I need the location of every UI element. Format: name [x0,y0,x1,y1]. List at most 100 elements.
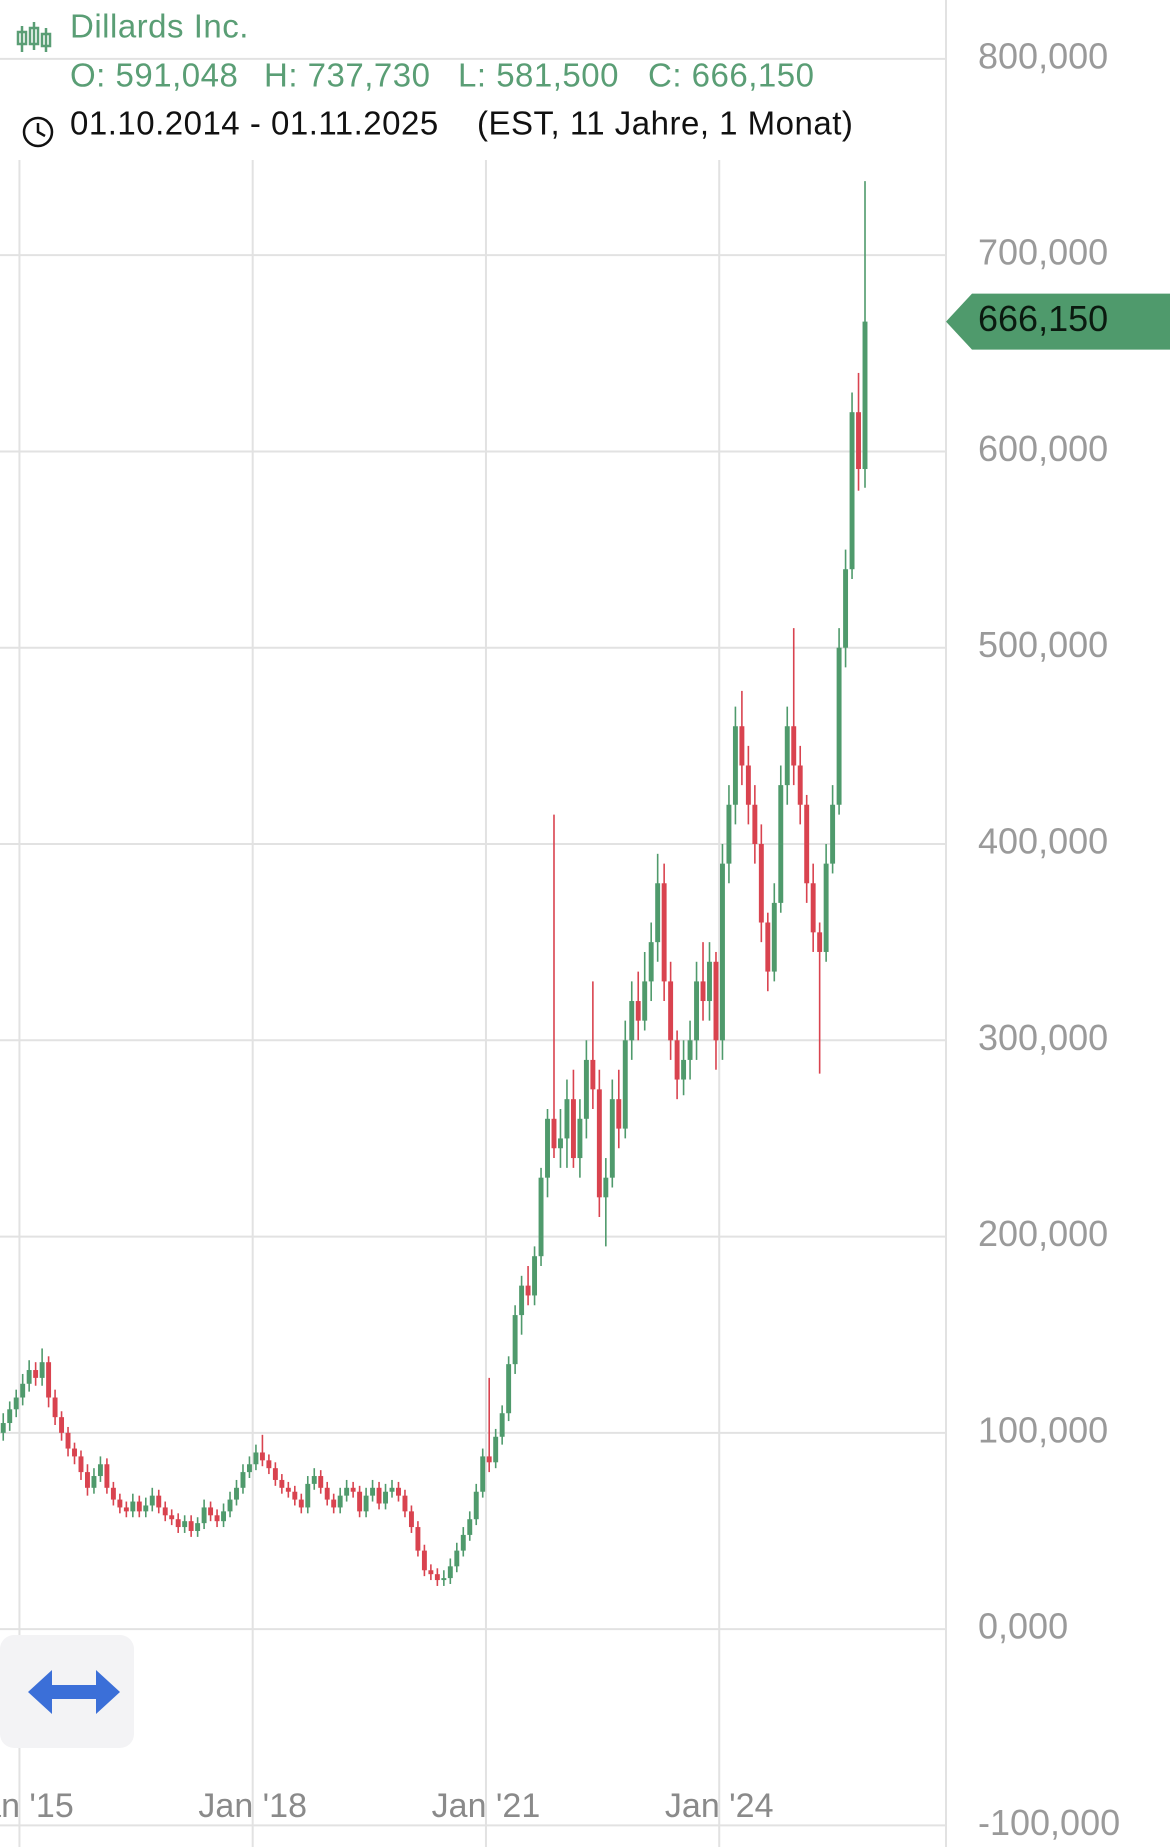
candle-body [337,1495,343,1508]
candle-body [506,1364,512,1414]
y-tick-label: 700,000 [978,232,1108,273]
candle-body [454,1550,460,1567]
candle-body [558,1138,563,1149]
x-tick-label: Jan '18 [198,1787,307,1825]
candle-body [7,1409,13,1424]
candle-body [525,1285,531,1296]
candle-body [214,1515,220,1522]
x-tick-label: Jan '24 [665,1787,774,1825]
candle-body [538,1177,544,1257]
candle-body [162,1507,168,1516]
candle-body [577,1118,583,1159]
candle-body [136,1501,142,1512]
candle-body [188,1521,194,1531]
candle-body [843,569,849,648]
candle-body [428,1570,434,1575]
candle-body [20,1383,26,1398]
candle-body [836,647,842,805]
candle-body [441,1578,447,1581]
candle-body [389,1487,395,1492]
candle-body [421,1550,427,1571]
candle-body [39,1362,45,1378]
candle-body [719,863,725,1041]
candle-body [583,1059,589,1119]
candle-body [758,844,764,923]
candle-body [564,1099,570,1139]
candle-body [130,1501,136,1512]
candle-body [72,1448,77,1457]
candle-body [91,1476,97,1488]
candle-body [570,1099,576,1159]
candle-body [110,1487,116,1500]
candle-body [499,1413,505,1437]
y-tick-label: 800,000 [978,35,1108,76]
candle-body [143,1505,149,1512]
candle-body [253,1452,259,1465]
candle-body [668,981,674,1041]
candle-icon [16,22,52,52]
candle-body [259,1452,265,1461]
candle-body [402,1495,408,1512]
candle-body [298,1499,304,1508]
candle-body [324,1487,330,1500]
candle-body [622,1040,628,1129]
candle-body [519,1285,525,1316]
candle-body [85,1472,90,1488]
candle-body [240,1472,246,1488]
candle-body [46,1362,52,1398]
candle-body [713,961,719,1041]
candle-body [732,726,738,805]
candle-body [765,922,771,972]
candle-body [674,1040,680,1080]
candle-body [480,1456,486,1492]
y-tick-label: 200,000 [978,1213,1108,1254]
candle-body [752,804,758,845]
candle-body [862,321,868,470]
candle-body [201,1507,207,1524]
open-label: O: 591,048 [70,57,238,94]
candle-body [350,1487,356,1492]
candle-body [745,765,751,805]
clock-icon [22,116,54,148]
candle-body [551,1118,557,1149]
candle-body [59,1417,65,1433]
candle-body [616,1099,622,1129]
candle-body [117,1499,123,1508]
candle-body [532,1256,538,1296]
scroll-button[interactable] [0,1635,134,1748]
candle-body [305,1483,311,1508]
candle-body [694,981,700,1041]
candle-body [104,1464,110,1488]
candle-body [707,961,712,1002]
candle-body [596,1089,602,1198]
candle-body [318,1476,324,1488]
candle-body [175,1519,181,1528]
candle-body [208,1507,214,1516]
x-tick-label: Jan '15 [0,1787,74,1825]
candle-body [292,1491,298,1500]
candle-body [434,1574,440,1581]
candle-body [648,942,654,982]
x-tick-label: Jan '21 [432,1787,541,1825]
candle-body [97,1464,103,1477]
double-arrow[interactable] [28,1670,120,1714]
candle-body [681,1059,687,1080]
candle-body [447,1566,453,1579]
candle-body [78,1456,84,1473]
candle-body [331,1499,337,1508]
candle-body [344,1487,350,1496]
candle-body [279,1479,285,1488]
candle-body [473,1491,479,1520]
candle-body [609,1099,615,1178]
candle-body [545,1118,550,1178]
y-tick-label: 400,000 [978,821,1108,862]
candle-body [272,1468,278,1480]
candle-body [856,412,861,470]
y-tick-label: 0,000 [978,1606,1068,1647]
candle-body [156,1495,162,1508]
y-tick-label: -100,000 [978,1802,1120,1843]
candle-body [661,883,667,982]
y-tick-label: 600,000 [978,428,1108,469]
candle-body [415,1527,421,1551]
